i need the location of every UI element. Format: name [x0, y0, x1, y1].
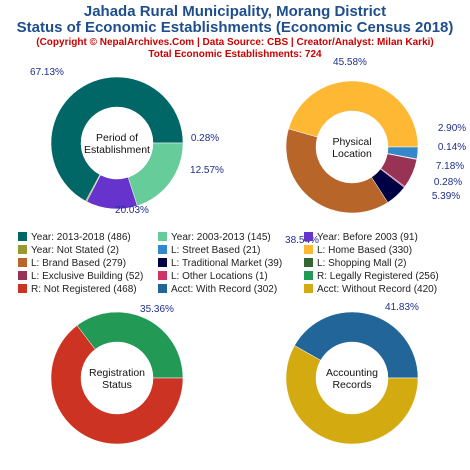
chart-title-line2: Status of Economic Establishments (Econo…: [16, 19, 454, 36]
data-label: 67.13%: [30, 67, 64, 78]
pie-slice: [285, 128, 389, 214]
legend-label: Year: 2003-2013 (145): [171, 232, 271, 243]
legend-label: L: Brand Based (279): [31, 258, 127, 269]
legend-swatch: [304, 271, 313, 280]
legend-item: Year: Before 2003 (91): [304, 232, 418, 243]
data-label: 2.90%: [438, 123, 466, 134]
center-label: Registration: [89, 367, 145, 379]
legend-swatch: [158, 271, 167, 280]
data-label: 0.28%: [434, 177, 462, 188]
legend-label: L: Exclusive Building (52): [31, 271, 144, 282]
legend-swatch: [304, 232, 313, 241]
legend-item: L: Other Locations (1): [158, 271, 268, 282]
donut-hole: [316, 342, 388, 414]
legend-swatch: [18, 232, 27, 241]
data-label: 20.03%: [115, 205, 149, 216]
legend-label: R: Not Registered (468): [31, 284, 137, 295]
legend-item: L: Traditional Market (39): [158, 258, 282, 269]
legend-label: L: Other Locations (1): [171, 271, 268, 282]
chart-title-line1: Jahada Rural Municipality, Morang Distri…: [83, 3, 387, 20]
legend-swatch: [18, 258, 27, 267]
legend-label: Year: 2013-2018 (486): [31, 232, 131, 243]
center-label: Physical: [332, 136, 371, 148]
data-label: 41.83%: [385, 302, 419, 313]
data-label: 0.28%: [191, 133, 219, 144]
legend-item: L: Home Based (330): [304, 245, 412, 256]
legend-label: Year: Before 2003 (91): [317, 232, 418, 243]
legend-label: R: Legally Registered (256): [317, 271, 439, 282]
center-label: Status: [102, 379, 132, 391]
legend-item: Acct: Without Record (420): [304, 284, 437, 295]
data-label: 35.36%: [140, 304, 174, 315]
donut-hole: [316, 111, 388, 183]
total-line: Total Economic Establishments: 724: [148, 49, 322, 60]
legend-item: L: Street Based (21): [158, 245, 261, 256]
legend-swatch: [18, 271, 27, 280]
center-label: Records: [332, 379, 371, 391]
legend-item: L: Shopping Mall (2): [304, 258, 407, 269]
legend-label: L: Street Based (21): [171, 245, 261, 256]
legend-item: R: Legally Registered (256): [304, 271, 439, 282]
legend-item: Acct: With Record (302): [158, 284, 277, 295]
legend-swatch: [158, 258, 167, 267]
legend-swatch: [304, 284, 313, 293]
legend-item: R: Not Registered (468): [18, 284, 137, 295]
donut-hole: [81, 342, 153, 414]
legend-swatch: [158, 284, 167, 293]
data-label: 7.18%: [436, 161, 464, 172]
data-label: 38.54%: [285, 235, 319, 246]
center-label: Accounting: [326, 367, 378, 379]
legend-swatch: [304, 245, 313, 254]
legend-item: Year: 2013-2018 (486): [18, 232, 131, 243]
legend-label: Year: Not Stated (2): [31, 245, 120, 256]
donut-hole: [81, 107, 153, 179]
legend-swatch: [158, 232, 167, 241]
legend-item: L: Brand Based (279): [18, 258, 126, 269]
data-label: 12.57%: [190, 165, 224, 176]
legend-item: L: Exclusive Building (52): [18, 271, 143, 282]
legend-label: L: Home Based (330): [317, 245, 413, 256]
center-label: Location: [332, 148, 372, 160]
legend-swatch: [158, 245, 167, 254]
legend-item: Year: Not Stated (2): [18, 245, 119, 256]
center-label: Establishment: [84, 144, 150, 156]
data-label: 5.39%: [432, 191, 460, 202]
legend-label: L: Traditional Market (39): [171, 258, 283, 269]
legend-swatch: [18, 284, 27, 293]
legend-label: Acct: Without Record (420): [317, 284, 438, 295]
data-label: 45.58%: [333, 57, 367, 68]
data-label: 0.14%: [438, 142, 466, 153]
legend-label: Acct: With Record (302): [171, 284, 278, 295]
legend-label: L: Shopping Mall (2): [317, 258, 407, 269]
legend-item: Year: 2003-2013 (145): [158, 232, 271, 243]
copyright-line: (Copyright © NepalArchives.Com | Data So…: [36, 37, 434, 48]
center-label: Period of: [96, 132, 138, 144]
legend-swatch: [304, 258, 313, 267]
legend-swatch: [18, 245, 27, 254]
